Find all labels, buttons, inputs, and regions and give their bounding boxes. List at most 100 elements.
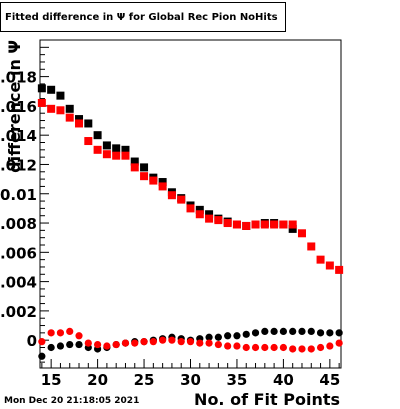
data-point-circle bbox=[56, 342, 65, 350]
data-point-square bbox=[223, 219, 232, 228]
data-point-circle bbox=[335, 329, 343, 337]
y-axis-label: difference in Ψ bbox=[5, 40, 24, 173]
data-point-circle bbox=[103, 342, 111, 350]
data-point-circle bbox=[47, 329, 55, 337]
data-point-circle bbox=[140, 338, 148, 346]
data-point-square bbox=[288, 224, 297, 233]
data-point-circle bbox=[270, 343, 278, 352]
data-point-circle bbox=[251, 329, 260, 337]
y-tick-label: 0.008 bbox=[0, 215, 37, 233]
data-point-circle bbox=[214, 333, 222, 341]
x-tick-label: 30 bbox=[180, 371, 201, 389]
data-point-square bbox=[195, 205, 204, 214]
data-point-circle bbox=[242, 343, 250, 352]
data-point-square bbox=[65, 113, 74, 122]
chart-title: Fitted difference in Ψ for Global Rec Pi… bbox=[0, 2, 286, 32]
data-point-square bbox=[47, 104, 56, 113]
data-point-circle bbox=[159, 336, 167, 344]
data-point-circle bbox=[270, 327, 278, 335]
data-point-square bbox=[37, 84, 46, 93]
data-point-square bbox=[205, 210, 214, 219]
data-point-square bbox=[65, 104, 74, 113]
data-point-circle bbox=[233, 332, 241, 340]
y-tick-label: 0.006 bbox=[0, 244, 37, 262]
data-point-square bbox=[251, 220, 260, 229]
data-point-square bbox=[121, 145, 130, 154]
data-point-square bbox=[279, 220, 288, 229]
x-tick-label: 20 bbox=[87, 371, 108, 389]
data-point-square bbox=[102, 141, 111, 150]
data-point-circle bbox=[307, 345, 315, 353]
y-tick-label: 0.016 bbox=[0, 98, 37, 116]
data-marks bbox=[37, 84, 344, 360]
data-point-square bbox=[242, 221, 251, 230]
data-point-circle bbox=[298, 345, 306, 353]
x-tick-label: 25 bbox=[134, 371, 155, 389]
data-point-circle bbox=[112, 340, 120, 349]
data-point-square bbox=[47, 85, 56, 94]
data-point-square bbox=[149, 176, 158, 185]
data-point-square bbox=[158, 178, 167, 187]
data-point-square bbox=[84, 137, 93, 146]
data-point-square bbox=[307, 242, 316, 251]
data-point-circle bbox=[66, 340, 74, 349]
data-point-square bbox=[195, 210, 204, 219]
data-point-circle bbox=[279, 343, 288, 352]
chart-title-text: Fitted difference in Ψ for Global Rec Pi… bbox=[5, 11, 278, 23]
data-point-circle bbox=[38, 338, 46, 346]
data-point-circle bbox=[93, 340, 102, 349]
data-point-circle bbox=[196, 339, 204, 347]
data-point-circle bbox=[66, 327, 74, 335]
data-point-circle bbox=[326, 342, 334, 350]
y-tick-label: 0.004 bbox=[0, 274, 37, 292]
data-point-circle bbox=[47, 343, 55, 352]
data-point-square bbox=[112, 151, 121, 160]
y-tick-label: 0.012 bbox=[0, 156, 37, 174]
data-point-circle bbox=[224, 342, 232, 350]
x-tick-label: 40 bbox=[273, 371, 294, 389]
data-point-circle bbox=[261, 327, 269, 335]
data-point-circle bbox=[205, 339, 213, 347]
data-point-square bbox=[288, 220, 297, 229]
data-point-circle bbox=[84, 339, 92, 347]
data-point-square bbox=[75, 119, 84, 128]
x-tick-label: 15 bbox=[41, 371, 62, 389]
data-point-circle bbox=[307, 327, 315, 335]
data-point-square bbox=[56, 91, 65, 100]
data-point-circle bbox=[298, 327, 306, 335]
data-point-circle bbox=[75, 332, 83, 340]
data-point-circle bbox=[121, 339, 130, 347]
data-point-circle bbox=[149, 338, 157, 346]
data-point-circle bbox=[224, 332, 232, 340]
axes: 15 20 25 30 35 40 45 0 0.002 0.004 0.006 0.008 0.01 0… bbox=[0, 39, 342, 389]
data-point-square bbox=[167, 191, 176, 200]
data-point-square bbox=[316, 255, 325, 264]
y-tick-label: 0.002 bbox=[0, 303, 37, 321]
data-point-circle bbox=[316, 329, 325, 337]
data-point-square bbox=[232, 220, 241, 229]
y-tick-label: 0 bbox=[27, 332, 37, 350]
data-point-circle bbox=[326, 329, 334, 337]
y-tick-label: 0.01 bbox=[0, 186, 37, 204]
data-point-circle bbox=[168, 336, 176, 344]
data-point-square bbox=[130, 163, 139, 172]
data-point-circle bbox=[233, 342, 241, 350]
data-point-square bbox=[56, 106, 65, 115]
data-point-square bbox=[335, 265, 344, 274]
data-point-circle bbox=[279, 327, 288, 335]
data-point-circle bbox=[251, 343, 260, 352]
data-point-square bbox=[297, 229, 306, 238]
x-axis-label: No. of Fit Points bbox=[194, 390, 340, 409]
timestamp: Mon Dec 20 21:18:05 2021 bbox=[4, 396, 140, 406]
data-point-square bbox=[75, 115, 84, 124]
data-point-square bbox=[140, 172, 149, 181]
data-point-square bbox=[102, 150, 111, 159]
y-tick-label: 0.018 bbox=[0, 69, 37, 87]
data-point-circle bbox=[289, 327, 297, 335]
data-point-circle bbox=[289, 345, 297, 353]
data-point-square bbox=[112, 144, 121, 153]
data-point-circle bbox=[335, 339, 343, 347]
data-point-square bbox=[93, 145, 102, 154]
y-tick-label: 0.014 bbox=[0, 127, 37, 145]
